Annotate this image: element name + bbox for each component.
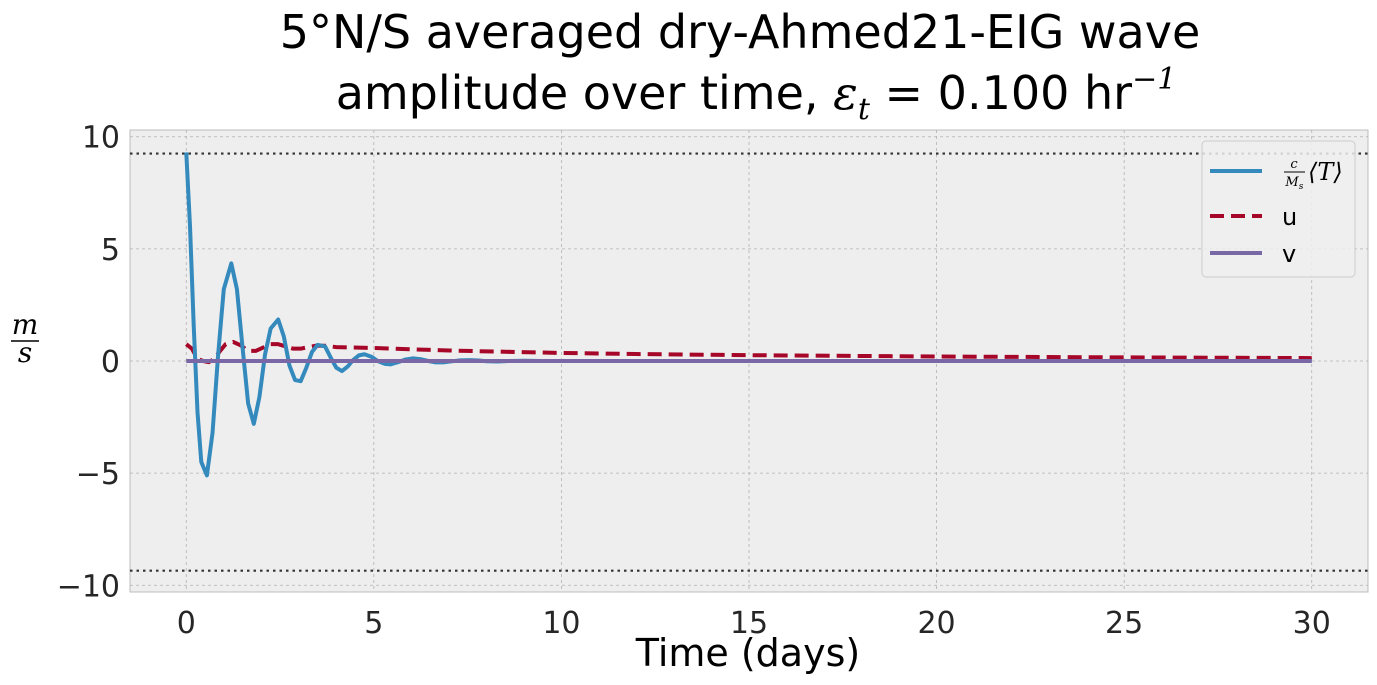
y-tick-label: −10 [57,569,120,604]
x-tick-label: 0 [177,606,196,641]
title-exponent: −1 [1132,62,1176,97]
series-lines [184,152,1312,478]
y-tick-labels: 10 5 0 −5 −10 [57,121,120,605]
title-epsilon-sub: t [858,92,871,127]
x-tick-label: 25 [1105,606,1143,641]
chart-title-line2: amplitude over time, εt = 0.100 hr−1 [336,62,1177,127]
reference-lines [130,152,1368,572]
x-tick-label: 10 [542,606,580,641]
x-tick-label: 5 [364,606,383,641]
y-tick-label: −5 [76,457,120,492]
legend-label-u: u [1282,203,1297,231]
title-epsilon: ε [833,66,858,120]
legend-label-v: v [1282,240,1296,268]
legend-frac-den: M [1284,175,1299,190]
legend-frac-num: c [1290,157,1298,172]
y-tick-label: 0 [101,345,120,380]
title-line2-prefix: amplitude over time, [336,66,833,120]
x-tick-label: 15 [730,606,768,641]
legend: c M s ⟨T⟩ u v [1201,140,1356,278]
legend-box [1201,140,1356,278]
legend-bracket-t: ⟨T⟩ [1308,158,1343,186]
x-axis-label: Time (days) [635,631,860,675]
y-tick-label: 5 [101,233,120,268]
y-axis-label-denominator: s [18,336,32,369]
series-line-u [185,339,1312,365]
legend-label-temperature: c M s ⟨T⟩ [1284,157,1343,192]
title-line2-value: = 0.100 hr [870,66,1132,120]
legend-frac-den-sub: s [1299,182,1304,192]
y-axis-label-numerator: m [12,308,39,341]
x-tick-labels: 0 5 10 15 20 25 30 [177,606,1331,641]
x-tick-label: 30 [1293,606,1331,641]
x-tick-label: 20 [917,606,955,641]
chart-title-line1: 5°N/S averaged dry-Ahmed21-EIG wave [280,5,1201,59]
y-axis-label: m s [11,308,39,369]
y-tick-label: 10 [82,121,120,156]
